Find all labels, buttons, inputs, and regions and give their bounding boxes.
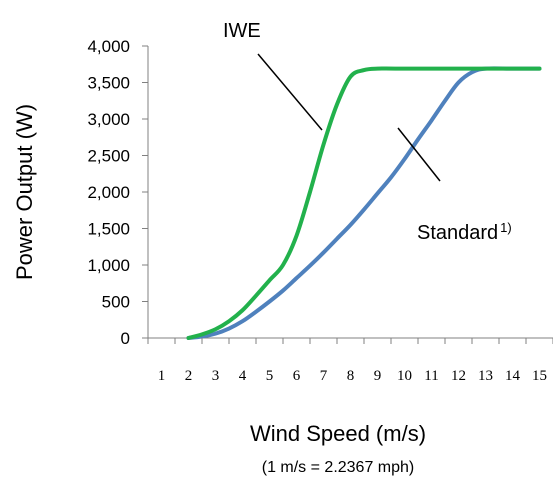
x-tick-label: 10	[397, 368, 412, 384]
x-tick-label: 8	[347, 368, 355, 384]
x-tick-label: 5	[266, 368, 274, 384]
standard-series-label: Standard 1)	[417, 220, 512, 244]
y-tick-label: 3,000	[87, 110, 130, 129]
axes-layer	[147, 46, 553, 339]
y-tick-label: 0	[121, 329, 130, 348]
x-axis-note: (1 m/s = 2.2367 mph)	[262, 459, 415, 476]
x-tick-label: 15	[532, 368, 547, 384]
y-tick-label: 4,000	[87, 37, 130, 56]
iwe-callout-line	[257, 53, 323, 131]
x-tick-label: 7	[320, 368, 328, 384]
x-tick-label: 14	[505, 368, 521, 384]
y-tick-label: 500	[102, 293, 130, 312]
standard-footnote-marker: 1)	[500, 220, 512, 235]
series-line-standard	[186, 66, 542, 340]
x-tick-label: 11	[424, 368, 438, 384]
y-tick-label: 2,000	[87, 183, 130, 202]
series-line-iwe	[186, 66, 542, 340]
y-tick-label: 2,500	[87, 147, 130, 166]
x-tick-label: 9	[374, 368, 382, 384]
x-tick-label: 6	[293, 368, 301, 384]
x-axis-title: Wind Speed (m/s)	[250, 421, 426, 446]
ticks-layer: 0 500 1,000 1,500 2,000 2,500 3,000 3,500 4,000 1…	[87, 37, 553, 384]
x-tick-label: 4	[239, 368, 247, 384]
y-tick-label: 1,000	[87, 256, 130, 275]
series-layer	[186, 66, 542, 340]
x-tick-label: 13	[478, 368, 493, 384]
standard-label-text: Standard	[417, 222, 498, 244]
iwe-series-label: IWE	[223, 20, 261, 42]
labels-layer: Power Output (W) Wind Speed (m/s) (1 m/s…	[12, 20, 512, 476]
y-tick-label: 1,500	[87, 220, 130, 239]
x-tick-label: 2	[185, 368, 193, 384]
x-tick-label: 1	[158, 368, 166, 384]
standard-callout-line	[397, 127, 441, 182]
y-axis-title: Power Output (W)	[12, 104, 37, 280]
x-tick-label: 12	[451, 368, 466, 384]
y-tick-label: 3,500	[87, 74, 130, 93]
x-tick-label: 3	[212, 368, 220, 384]
